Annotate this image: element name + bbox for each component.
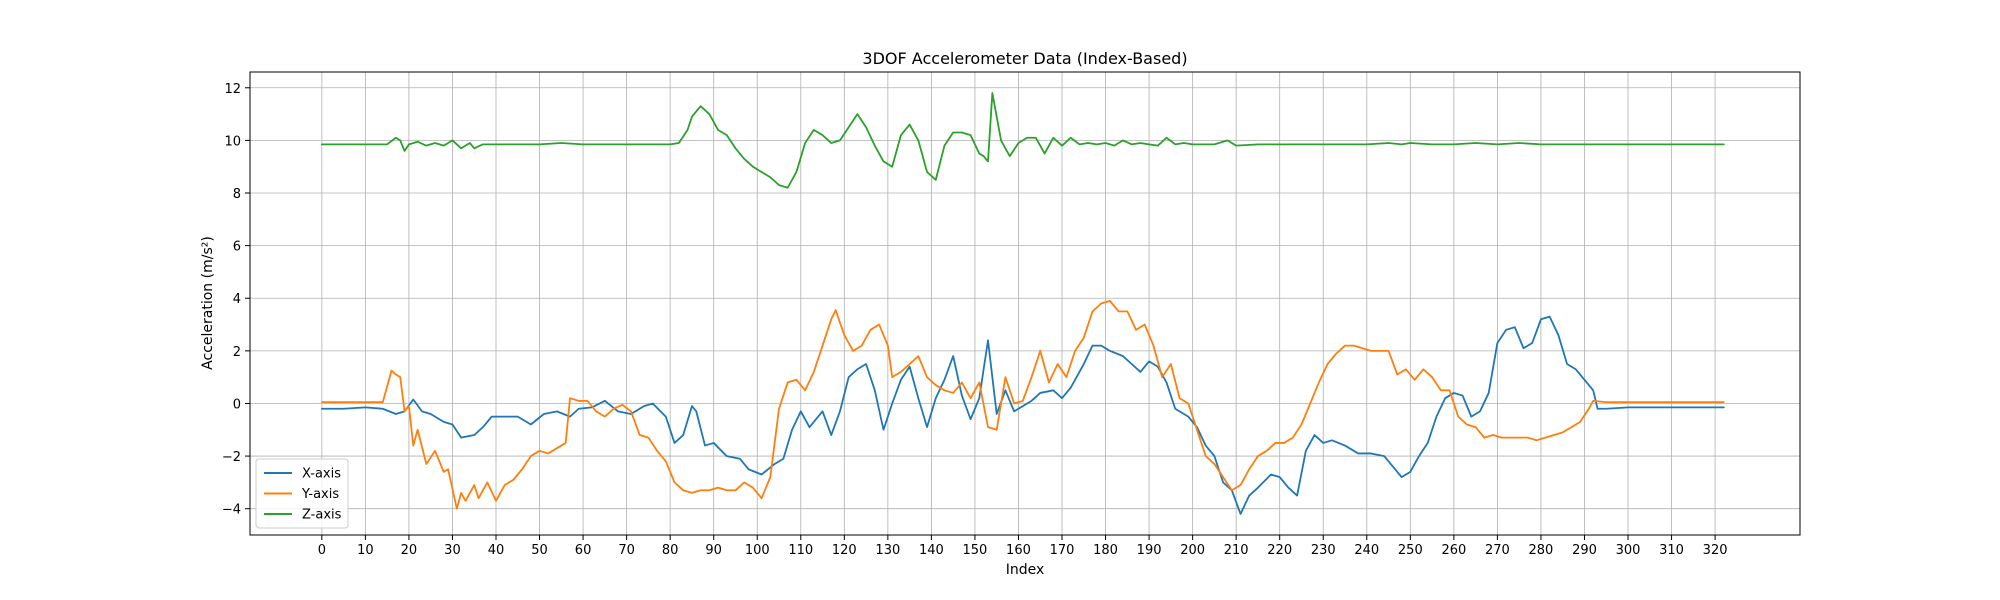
y-axis-label: Acceleration (m/s²) — [200, 236, 216, 370]
x-tick-label: 150 — [963, 543, 988, 558]
y-tick-label: −4 — [222, 503, 241, 518]
x-tick-label: 100 — [745, 543, 770, 558]
x-tick-label: 0 — [318, 543, 326, 558]
series-line-y-axis — [320, 299, 1725, 510]
y-tick-label: 10 — [224, 134, 241, 149]
y-tick-label: −2 — [222, 450, 241, 465]
x-tick-label: 190 — [1137, 543, 1162, 558]
legend-label-y-axis: Y-axis — [301, 487, 339, 502]
x-tick-label: 280 — [1529, 543, 1554, 558]
series-line-z-axis — [320, 92, 1725, 189]
legend: X-axis Y-axis Z-axis — [255, 458, 349, 529]
plot-area-frame — [249, 71, 1801, 536]
y-axis-ticks: −4 −2 0 2 4 6 8 10 12 — [222, 82, 250, 518]
x-tick-label: 10 — [357, 543, 374, 558]
legend-label-z-axis: Z-axis — [302, 508, 342, 523]
x-tick-label: 260 — [1441, 543, 1466, 558]
x-tick-label: 180 — [1093, 543, 1118, 558]
x-tick-label: 90 — [705, 543, 722, 558]
x-tick-label: 240 — [1354, 543, 1379, 558]
y-tick-label: 4 — [233, 292, 241, 307]
legend-label-x-axis: X-axis — [302, 467, 341, 482]
x-axis-label: Index — [1006, 562, 1045, 578]
x-tick-label: 230 — [1311, 543, 1336, 558]
y-tick-label: 2 — [233, 345, 241, 360]
y-tick-label: 12 — [224, 82, 241, 97]
x-tick-label: 120 — [832, 543, 857, 558]
x-tick-label: 130 — [875, 543, 900, 558]
series-lines — [320, 92, 1725, 515]
y-tick-label: 6 — [233, 240, 241, 255]
x-tick-label: 310 — [1659, 543, 1684, 558]
grid-lines — [250, 72, 1800, 535]
x-tick-label: 110 — [788, 543, 813, 558]
x-tick-label: 50 — [531, 543, 548, 558]
x-tick-label: 70 — [618, 543, 635, 558]
y-tick-label: 0 — [233, 397, 241, 412]
x-tick-label: 140 — [919, 543, 944, 558]
x-tick-label: 290 — [1572, 543, 1597, 558]
y-tick-label: 8 — [233, 187, 241, 202]
series-line-x-axis — [320, 315, 1725, 515]
x-tick-label: 300 — [1616, 543, 1641, 558]
x-tick-label: 80 — [662, 543, 679, 558]
x-tick-label: 60 — [575, 543, 592, 558]
x-tick-label: 170 — [1050, 543, 1075, 558]
x-tick-label: 40 — [488, 543, 505, 558]
x-axis-ticks: 0 10 20 30 40 50 60 70 80 90 100 110 120 130 140 150 160… — [318, 535, 1728, 558]
x-tick-label: 210 — [1224, 543, 1249, 558]
x-tick-label: 320 — [1703, 543, 1728, 558]
legend-box — [255, 458, 349, 529]
chart-title: 3DOF Accelerometer Data (Index-Based) — [862, 49, 1187, 68]
x-tick-label: 250 — [1398, 543, 1423, 558]
x-tick-label: 30 — [444, 543, 461, 558]
x-tick-label: 220 — [1267, 543, 1292, 558]
x-tick-label: 200 — [1180, 543, 1205, 558]
x-tick-label: 20 — [401, 543, 418, 558]
x-tick-label: 270 — [1485, 543, 1510, 558]
x-tick-label: 160 — [1006, 543, 1031, 558]
